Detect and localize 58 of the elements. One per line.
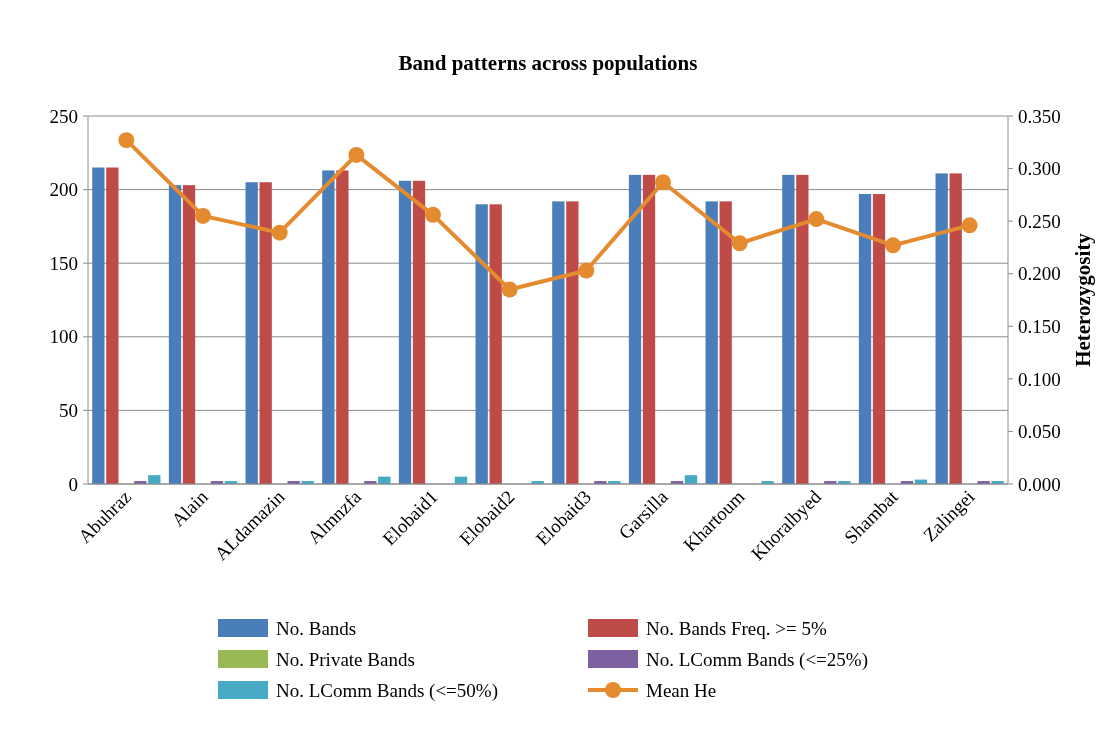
y-tick-label: 0 (68, 473, 78, 495)
legend-label: No. Bands (276, 617, 357, 639)
bar (935, 173, 948, 484)
bar (245, 182, 258, 484)
y2-axis-title: Heterozygosity (1071, 232, 1095, 367)
legend-label: No. Bands Freq. >= 5% (646, 617, 827, 639)
legend-label: No. Private Bands (276, 648, 415, 670)
y-tick-label: 150 (49, 252, 78, 274)
bar (642, 174, 656, 484)
y2-tick-label: 0.000 (1018, 473, 1061, 495)
bar (719, 201, 732, 484)
bar (858, 194, 872, 484)
y2-tick-label: 0.050 (1018, 421, 1061, 443)
bar (782, 174, 795, 484)
y2-tick-label: 0.200 (1018, 263, 1061, 285)
point (425, 206, 441, 223)
y-tick-label: 50 (59, 400, 78, 422)
y2-tick-label: 0.350 (1018, 105, 1061, 127)
point (655, 174, 671, 191)
y-tick-label: 100 (49, 326, 78, 348)
y2-tick-label: 0.300 (1018, 158, 1061, 180)
bar (182, 185, 196, 484)
point (885, 237, 901, 254)
point (731, 235, 748, 252)
point (578, 262, 595, 279)
bar (705, 201, 718, 484)
point (118, 132, 135, 149)
bar (336, 170, 349, 484)
point (501, 281, 518, 298)
point (961, 217, 978, 234)
bar (259, 182, 272, 484)
bar (475, 204, 488, 484)
bar (322, 170, 335, 484)
bar (398, 180, 412, 484)
bar (489, 204, 502, 484)
bar (552, 201, 565, 484)
bar (106, 167, 119, 484)
y2-tick-label: 0.100 (1018, 368, 1061, 390)
bar (872, 194, 886, 484)
bar (949, 173, 962, 484)
chart-title: Band patterns across populations (398, 51, 698, 75)
bar (168, 185, 182, 484)
bar (628, 174, 642, 484)
legend-label: Mean He (646, 679, 717, 701)
y-tick-label: 250 (49, 105, 78, 127)
bar (92, 167, 105, 484)
legend-label: No. LComm Bands (<=25%) (646, 648, 868, 671)
y-tick-label: 200 (49, 179, 78, 201)
point (348, 146, 365, 163)
point (808, 211, 825, 228)
point (195, 207, 211, 224)
y2-tick-label: 0.250 (1018, 210, 1061, 232)
bar (796, 174, 809, 484)
bar (412, 180, 426, 484)
bar (566, 201, 579, 484)
point (271, 224, 288, 241)
legend-label: No. LComm Bands (<=50%) (276, 679, 498, 702)
y2-tick-label: 0.150 (1018, 315, 1061, 337)
